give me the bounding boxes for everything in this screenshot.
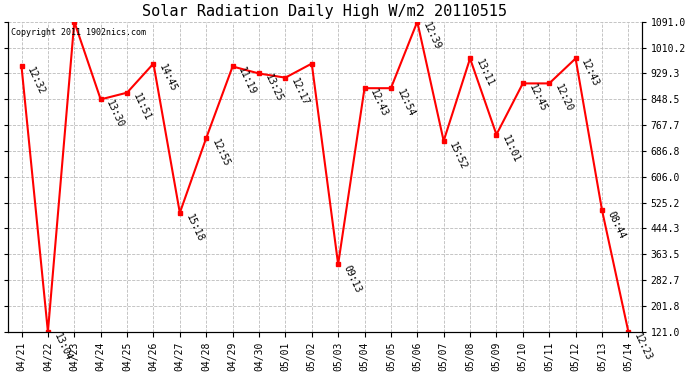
Text: 12:39: 12:39 <box>421 21 442 52</box>
Title: Solar Radiation Daily High W/m2 20110515: Solar Radiation Daily High W/m2 20110515 <box>142 4 507 19</box>
Text: 12:32: 12:32 <box>26 66 47 97</box>
Text: 14:45: 14:45 <box>157 63 179 94</box>
Text: 12:45: 12:45 <box>526 83 548 114</box>
Text: 11:51: 11:51 <box>131 92 152 123</box>
Text: 12:43: 12:43 <box>580 58 601 89</box>
Text: 12:54: 12:54 <box>395 88 416 118</box>
Text: 12:43: 12:43 <box>368 88 390 118</box>
Text: 13:11: 13:11 <box>474 58 495 89</box>
Text: 12:17: 12:17 <box>289 77 311 108</box>
Text: 09:13: 09:13 <box>342 264 364 294</box>
Text: 08:44: 08:44 <box>606 209 627 240</box>
Text: 12:55: 12:55 <box>210 138 231 168</box>
Text: 13:30: 13:30 <box>104 99 126 130</box>
Text: 13:25: 13:25 <box>263 73 284 104</box>
Text: Copyright 2011 1902nics.com: Copyright 2011 1902nics.com <box>12 28 146 37</box>
Text: 15:52: 15:52 <box>447 140 469 171</box>
Text: 13:04: 13:04 <box>52 331 73 362</box>
Text: 15:18: 15:18 <box>184 212 205 243</box>
Text: 12:23: 12:23 <box>632 331 653 362</box>
Text: 11:01: 11:01 <box>500 134 522 165</box>
Text: 11:19: 11:19 <box>237 66 258 97</box>
Text: 12:20: 12:20 <box>553 83 575 114</box>
